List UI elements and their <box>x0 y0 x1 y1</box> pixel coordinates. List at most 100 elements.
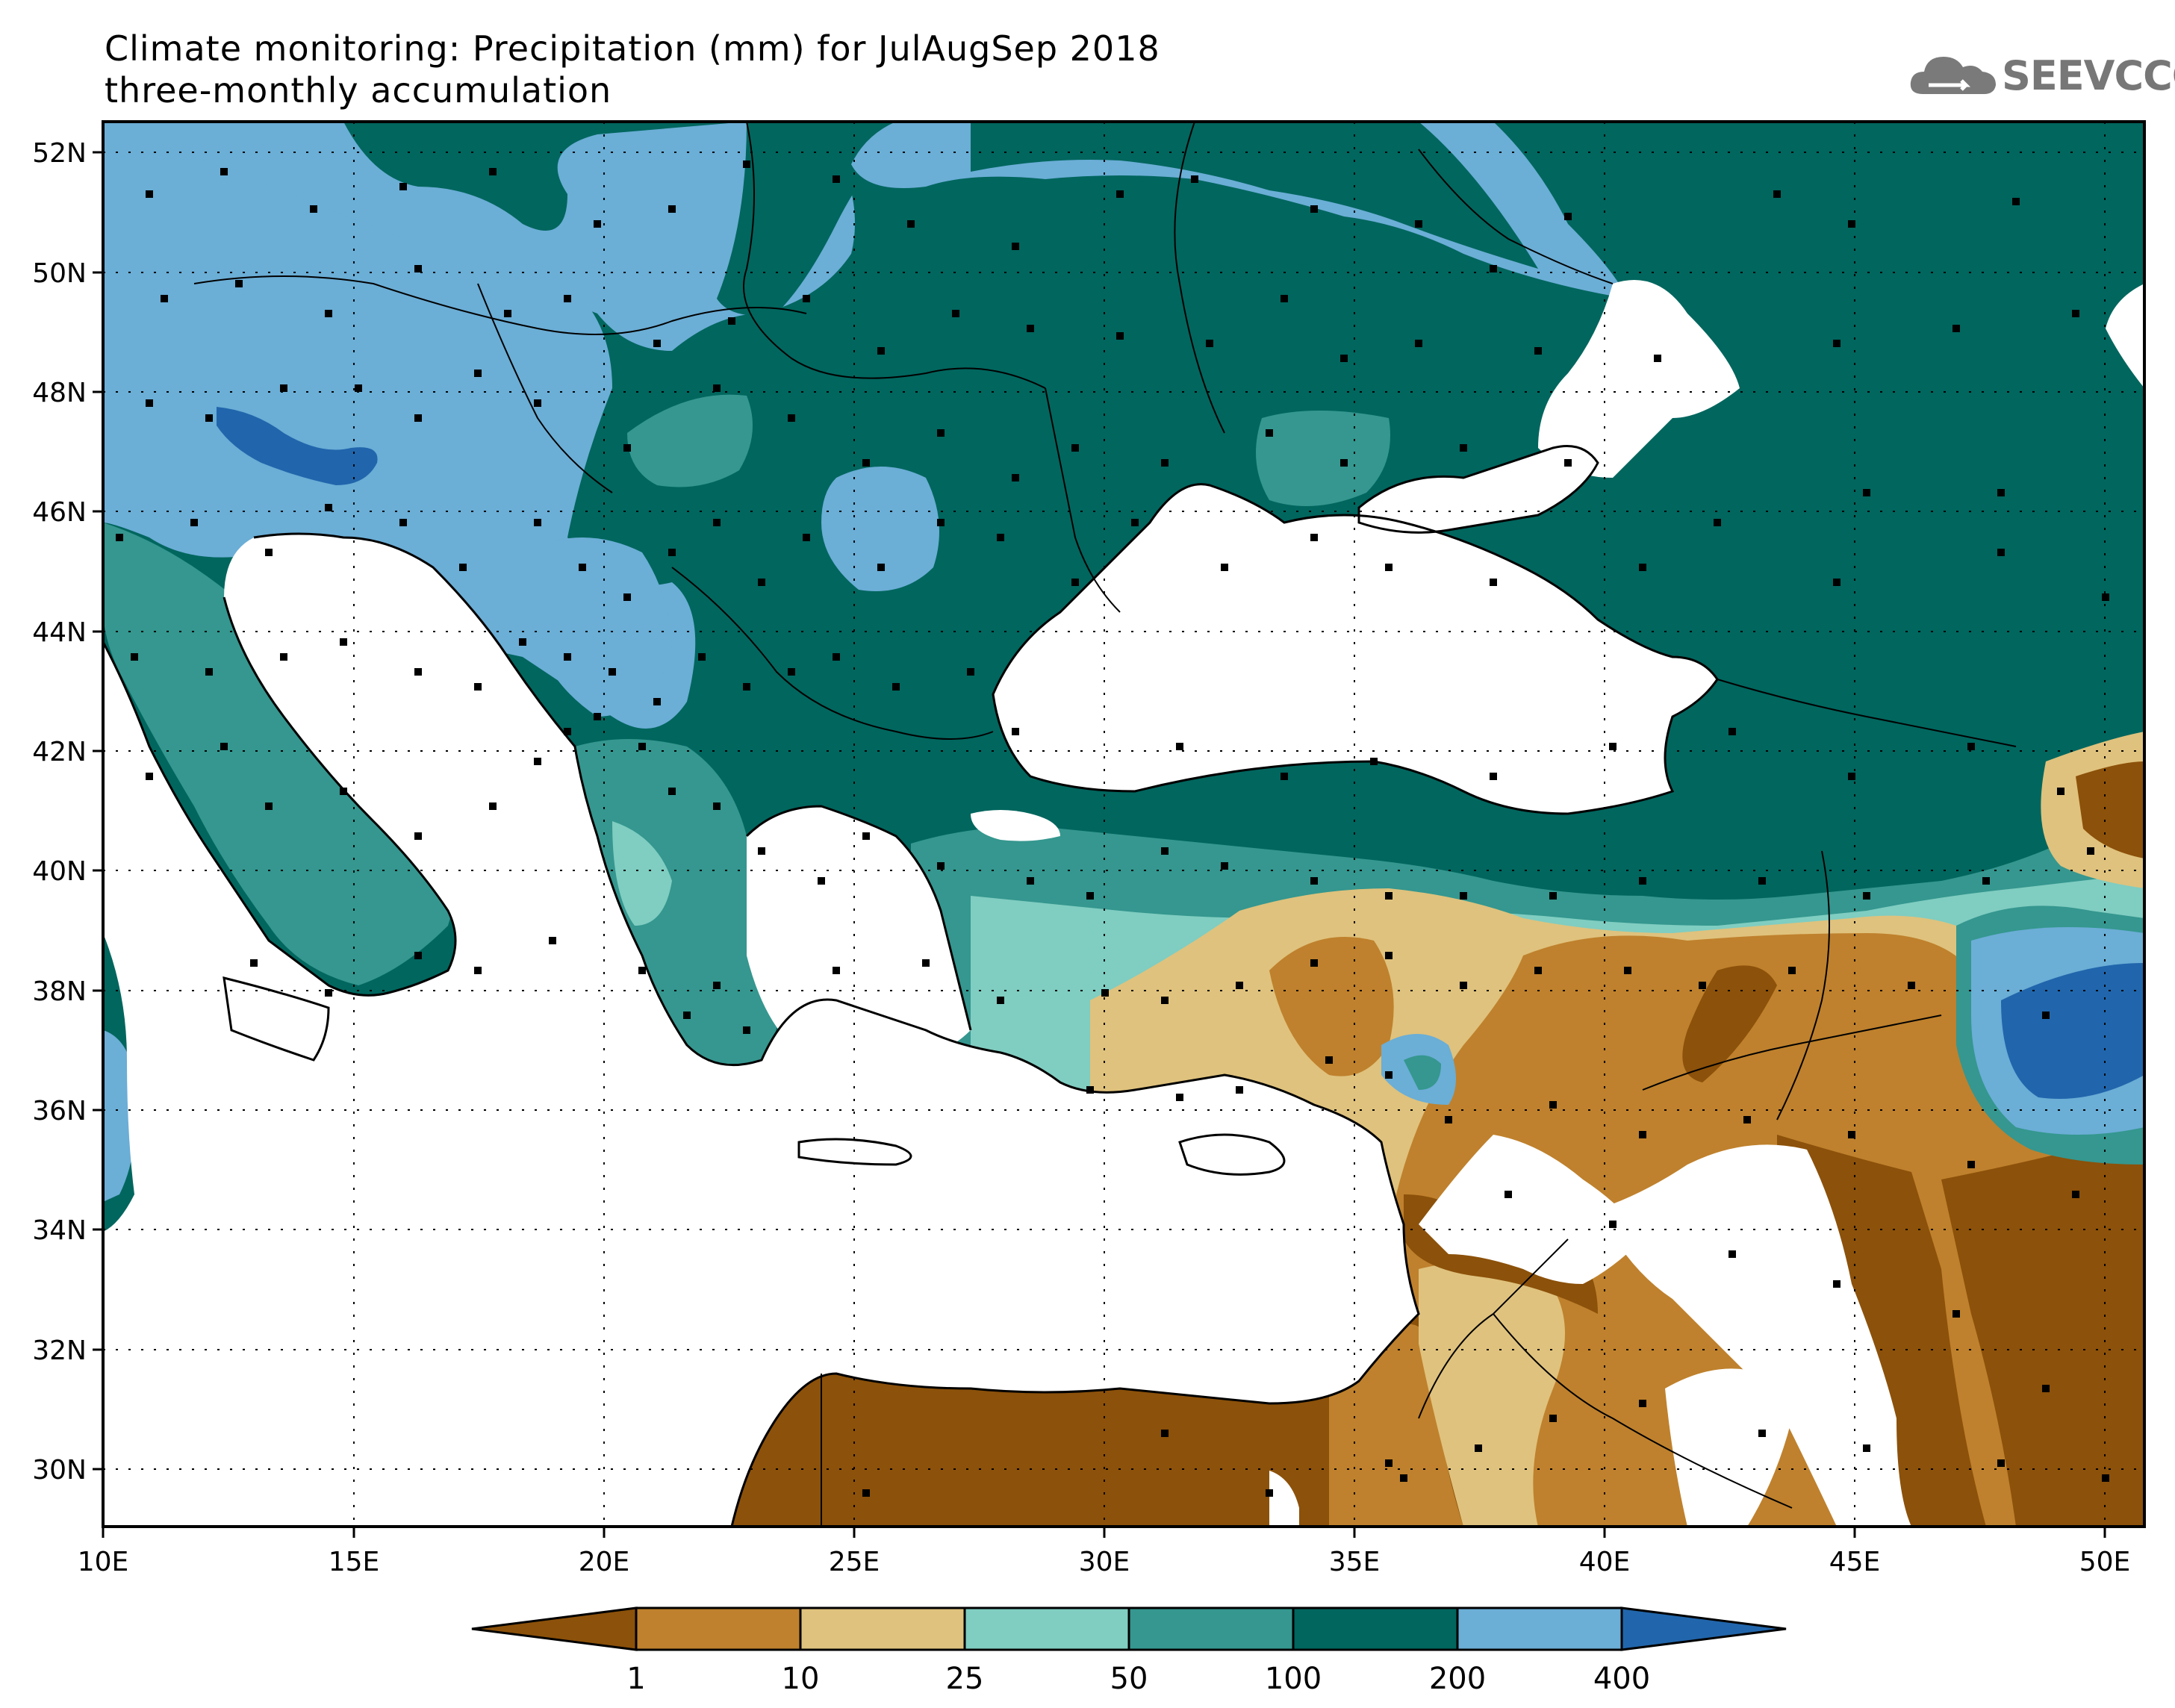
station-marker <box>2012 198 2020 205</box>
station-marker <box>1534 347 1542 355</box>
station-marker <box>1549 1101 1557 1109</box>
station-marker <box>668 205 676 213</box>
map-frame <box>102 120 2146 1528</box>
station-marker <box>713 519 721 526</box>
station-marker <box>668 788 676 795</box>
station-marker <box>1729 728 1736 735</box>
station-marker <box>235 280 243 287</box>
station-marker <box>1071 579 1079 586</box>
lat-label: 38N <box>32 976 87 1007</box>
seevccc-logo: SEEVCCC <box>1906 45 2175 105</box>
station-marker <box>877 564 885 571</box>
station-marker <box>265 549 273 556</box>
nodata-arabia <box>1598 1144 1911 1527</box>
station-marker <box>1415 340 1422 347</box>
station-marker <box>788 414 795 422</box>
station-marker <box>1758 1430 1766 1437</box>
station-marker <box>862 1489 870 1497</box>
station-marker <box>877 347 885 355</box>
station-marker <box>1221 564 1228 571</box>
station-marker <box>1490 579 1497 586</box>
station-marker <box>1609 743 1617 750</box>
station-marker <box>609 668 616 676</box>
station-marker <box>1086 892 1094 900</box>
map-title: Climate monitoring: Precipitation (mm) f… <box>105 28 1160 69</box>
lon-label: 50E <box>2079 1547 2131 1577</box>
station-marker <box>937 862 945 870</box>
station-marker <box>1012 243 1019 250</box>
station-marker <box>1116 332 1124 340</box>
station-marker <box>668 549 676 556</box>
station-marker <box>2102 1474 2109 1482</box>
station-marker <box>1639 877 1646 885</box>
station-marker <box>280 384 287 392</box>
logo-text: SEEVCCC <box>2002 52 2175 99</box>
station-marker <box>146 773 153 780</box>
station-marker <box>1639 564 1646 571</box>
lat-label: 34N <box>32 1215 87 1246</box>
station-marker <box>1310 959 1318 967</box>
colorbar-label: 100 <box>1265 1662 1322 1696</box>
station-marker <box>1101 989 1109 997</box>
lat-label: 40N <box>32 856 87 887</box>
station-marker <box>1505 1191 1512 1198</box>
station-marker <box>564 653 571 661</box>
station-marker <box>594 220 601 228</box>
station-marker <box>1997 549 2005 556</box>
colorbar: 1 10 25 50 100 200 400 <box>471 1606 1787 1696</box>
station-marker <box>1863 1444 1870 1452</box>
lat-label: 46N <box>32 497 87 528</box>
station-marker <box>414 668 422 676</box>
station-marker <box>1071 444 1079 452</box>
station-marker <box>1714 519 1721 526</box>
station-marker <box>1236 1086 1243 1094</box>
station-marker <box>146 399 153 407</box>
station-marker <box>1445 1116 1452 1123</box>
field-200-400-north <box>103 122 855 351</box>
station-marker <box>1385 1071 1393 1079</box>
station-marker <box>818 877 825 885</box>
lat-label: 32N <box>32 1335 87 1366</box>
station-marker <box>146 190 153 198</box>
station-marker <box>564 295 571 302</box>
station-marker <box>1131 519 1139 526</box>
station-marker <box>1206 340 1213 347</box>
station-marker <box>161 295 168 302</box>
station-marker <box>1997 489 2005 496</box>
station-marker <box>1161 459 1169 467</box>
station-marker <box>1564 459 1572 467</box>
lat-label: 42N <box>32 737 87 767</box>
station-marker <box>399 519 407 526</box>
station-marker <box>1161 847 1169 855</box>
sea-mask <box>103 280 2144 1527</box>
station-marker <box>205 668 213 676</box>
station-marker <box>623 444 631 452</box>
station-marker <box>1266 1489 1273 1497</box>
station-marker <box>1325 1056 1333 1064</box>
station-marker <box>205 414 213 422</box>
station-marker <box>1699 982 1706 989</box>
station-marker <box>803 295 810 302</box>
station-marker <box>1460 444 1467 452</box>
station-marker <box>474 683 482 691</box>
station-marker <box>340 788 347 795</box>
station-marker <box>713 982 721 989</box>
station-marker <box>1221 862 1228 870</box>
station-marker <box>728 317 735 325</box>
station-marker <box>489 802 497 810</box>
station-marker <box>1609 1221 1617 1228</box>
station-marker <box>1833 340 1840 347</box>
station-marker <box>743 683 750 691</box>
black-sea <box>993 484 1717 814</box>
station-marker <box>1534 967 1542 974</box>
station-marker <box>1639 1400 1646 1407</box>
station-marker <box>1997 1459 2005 1467</box>
station-marker <box>743 1026 750 1034</box>
station-marker <box>2042 1012 2050 1019</box>
lon-label: 45E <box>1829 1547 1881 1577</box>
station-marker <box>1863 892 1870 900</box>
station-marker <box>1116 190 1124 198</box>
station-marker <box>1654 355 1661 362</box>
station-marker <box>1176 1094 1183 1101</box>
station-marker <box>1385 952 1393 959</box>
